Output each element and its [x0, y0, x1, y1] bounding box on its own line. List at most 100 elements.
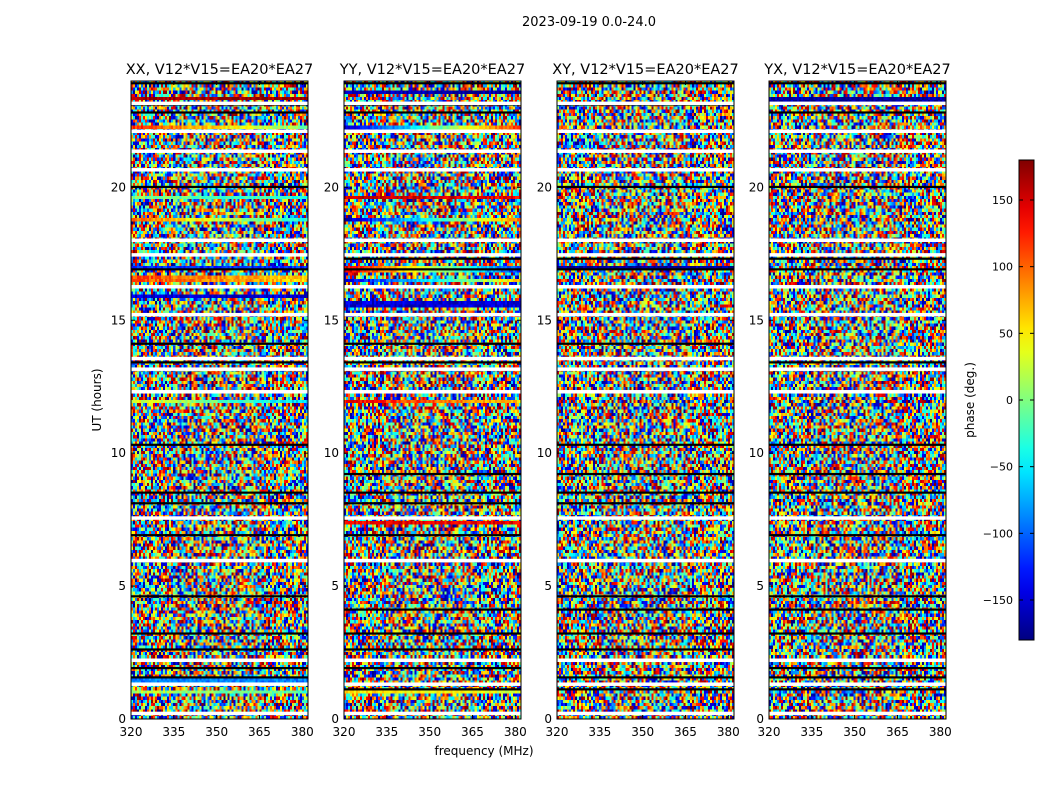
flagged-dark-line — [769, 534, 946, 537]
y-tick-label: 10 — [111, 446, 126, 460]
no-data-gap — [557, 711, 734, 716]
no-data-gap — [769, 367, 946, 371]
no-data-gap — [769, 129, 946, 134]
x-axis-label: frequency (MHz) — [434, 744, 533, 758]
no-data-gap — [344, 101, 521, 106]
x-tick-label: 320 — [758, 725, 781, 739]
flagged-dark-line — [557, 502, 734, 505]
flagged-dark-line — [131, 111, 308, 114]
no-data-gap — [557, 101, 734, 106]
flagged-dark-line — [131, 82, 308, 85]
no-data-gap — [557, 356, 734, 361]
flagged-dark-line — [344, 534, 521, 537]
no-data-gap — [131, 558, 308, 563]
flagged-dark-line — [769, 632, 946, 635]
y-tick-label: 15 — [749, 313, 764, 327]
flagged-dark-line — [131, 502, 308, 505]
flagged-dark-line — [344, 666, 521, 670]
x-tick-label: 335 — [588, 725, 611, 739]
x-tick-label: 365 — [248, 725, 271, 739]
flagged-dark-line — [557, 257, 734, 260]
y-tick-label: 10 — [537, 446, 552, 460]
no-data-gap — [769, 285, 946, 289]
no-data-gap — [131, 367, 308, 371]
flagged-dark-line — [769, 111, 946, 114]
no-data-gap — [131, 356, 308, 361]
flagged-dark-line — [344, 491, 521, 494]
flagged-dark-line — [769, 608, 946, 611]
flagged-dark-line — [769, 82, 946, 85]
flagged-dark-line — [769, 666, 946, 670]
phase-waterfall-image — [557, 81, 734, 719]
no-data-gap — [131, 682, 308, 686]
flagged-dark-line — [769, 361, 946, 364]
panel-title: XX, V12*V15=EA20*EA27 — [126, 62, 314, 78]
flagged-dark-line — [557, 82, 734, 85]
x-tick-label: 335 — [162, 725, 185, 739]
no-data-gap — [769, 149, 946, 153]
colorbar: 150 100 50 0 −50 −100 −150 — [983, 159, 1035, 641]
panel-title: YY, V12*V15=EA20*EA27 — [339, 62, 525, 78]
panel-1: XX, V12*V15=EA20*EA27 320 335 350 365 380 0 5 10… — [111, 62, 314, 739]
flagged-dark-line — [557, 608, 734, 611]
no-data-gap — [769, 101, 946, 106]
no-data-gap — [131, 312, 308, 317]
flagged-dark-line — [131, 342, 308, 345]
no-data-gap — [557, 168, 734, 172]
flagged-dark-line — [769, 472, 946, 476]
y-tick-label: 5 — [544, 579, 552, 593]
flagged-dark-line — [769, 595, 946, 598]
y-tick-label: 10 — [324, 446, 339, 460]
no-data-gap — [769, 711, 946, 716]
flagged-dark-line — [344, 502, 521, 505]
flagged-dark-line — [344, 111, 521, 114]
no-data-gap — [769, 682, 946, 686]
no-data-gap — [344, 253, 521, 257]
colorbar-tick-label: −150 — [983, 594, 1013, 607]
flagged-dark-line — [131, 443, 308, 446]
flagged-dark-line — [131, 491, 308, 494]
y-tick-label: 15 — [537, 313, 552, 327]
x-tick-label: 365 — [461, 725, 484, 739]
phase-waterfall-image — [769, 81, 946, 719]
colorbar-tick-label: 100 — [992, 261, 1013, 274]
y-tick-label: 20 — [111, 180, 126, 194]
panel-title: YX, V12*V15=EA20*EA27 — [763, 62, 950, 78]
flagged-dark-line — [769, 688, 946, 691]
flagged-dark-line — [131, 268, 308, 271]
colorbar-tick-label: 150 — [992, 194, 1013, 207]
y-tick-label: 20 — [324, 180, 339, 194]
colorbar-tick-label: 0 — [1006, 394, 1013, 407]
no-data-gap — [344, 558, 521, 563]
y-tick-label: 15 — [111, 313, 126, 327]
x-tick-label: 350 — [418, 725, 441, 739]
colorbar-tick-label: −50 — [990, 461, 1013, 474]
flagged-dark-line — [769, 443, 946, 446]
flagged-dark-line — [557, 342, 734, 345]
no-data-gap — [557, 253, 734, 257]
no-data-gap — [557, 558, 734, 563]
flagged-dark-line — [769, 268, 946, 271]
panel-2: YY, V12*V15=EA20*EA27 320 335 350 365 380 0 5 10… — [324, 62, 527, 739]
y-tick-label: 10 — [749, 446, 764, 460]
no-data-gap — [344, 285, 521, 289]
x-tick-label: 335 — [800, 725, 823, 739]
x-tick-label: 320 — [120, 725, 143, 739]
no-data-gap — [131, 658, 308, 663]
colorbar-label: phase (deg.) — [963, 362, 977, 438]
no-data-gap — [131, 711, 308, 716]
x-tick-label: 320 — [333, 725, 356, 739]
flagged-dark-line — [344, 688, 521, 691]
panel-frame — [130, 80, 309, 720]
no-data-gap — [769, 558, 946, 563]
y-tick-label: 20 — [537, 180, 552, 194]
y-tick-label: 5 — [756, 579, 764, 593]
no-data-gap — [344, 129, 521, 134]
y-tick-label: 15 — [324, 313, 339, 327]
no-data-gap — [344, 149, 521, 153]
no-data-gap — [557, 367, 734, 371]
x-tick-label: 380 — [929, 725, 952, 739]
no-data-gap — [131, 101, 308, 106]
flagged-dark-line — [557, 595, 734, 598]
flagged-dark-line — [557, 268, 734, 271]
